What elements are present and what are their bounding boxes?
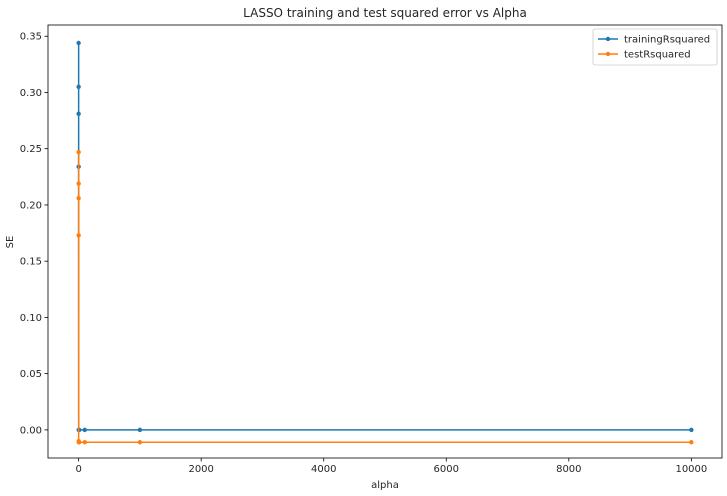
legend-label-trainingRsquared: trainingRsquared (624, 35, 710, 46)
data-point-trainingRsquared (137, 427, 143, 433)
legend-marker-testRsquared (605, 51, 611, 57)
series-layer (76, 40, 694, 445)
legend-marker-trainingRsquared (605, 36, 611, 42)
chart-title: LASSO training and test squared error vs… (243, 6, 527, 20)
data-point-testRsquared (82, 440, 87, 445)
y-tick-label: 0.20 (20, 200, 42, 211)
legend: trainingRsquared testRsquared (592, 28, 718, 66)
data-point-testRsquared (76, 196, 81, 201)
x-ticks: 0 2000 4000 6000 8000 10000 (75, 458, 707, 475)
x-tick-label: 2000 (188, 464, 213, 475)
y-tick-label: 0.35 (20, 32, 42, 43)
x-axis-label: alpha (371, 480, 399, 491)
data-point-trainingRsquared (76, 111, 81, 117)
legend-box (592, 28, 718, 66)
data-point-trainingRsquared (82, 427, 87, 433)
y-ticks: 0.00 0.05 0.10 0.15 0.20 0.25 0.30 0.35 (20, 32, 48, 436)
data-point-testRsquared (137, 440, 143, 445)
y-axis-label: SE (5, 236, 16, 249)
y-tick-label: 0.25 (20, 144, 42, 155)
legend-label-testRsquared: testRsquared (624, 50, 691, 61)
y-tick-label: 0.05 (20, 369, 42, 380)
y-tick-label: 0.15 (20, 257, 42, 268)
series-line-testRsquared (77, 152, 692, 443)
y-tick-label: 0.30 (20, 88, 42, 99)
x-tick-label: 8000 (556, 464, 581, 475)
y-tick-label: 0.10 (20, 313, 42, 324)
data-point-trainingRsquared (76, 84, 81, 90)
x-tick-label: 0 (75, 464, 81, 475)
data-point-testRsquared (76, 233, 81, 238)
data-point-testRsquared (689, 440, 694, 445)
data-point-trainingRsquared (76, 40, 81, 46)
data-point-trainingRsquared (689, 427, 694, 433)
plot-area (47, 24, 723, 459)
data-point-testRsquared (77, 440, 82, 445)
x-tick-label: 6000 (434, 464, 459, 475)
x-tick-label: 4000 (311, 464, 336, 475)
y-tick-label: 0.00 (20, 425, 42, 436)
data-point-testRsquared (76, 149, 81, 155)
x-tick-label: 10000 (675, 464, 707, 475)
series-line-trainingRsquared (77, 42, 692, 431)
data-point-testRsquared (76, 181, 81, 186)
